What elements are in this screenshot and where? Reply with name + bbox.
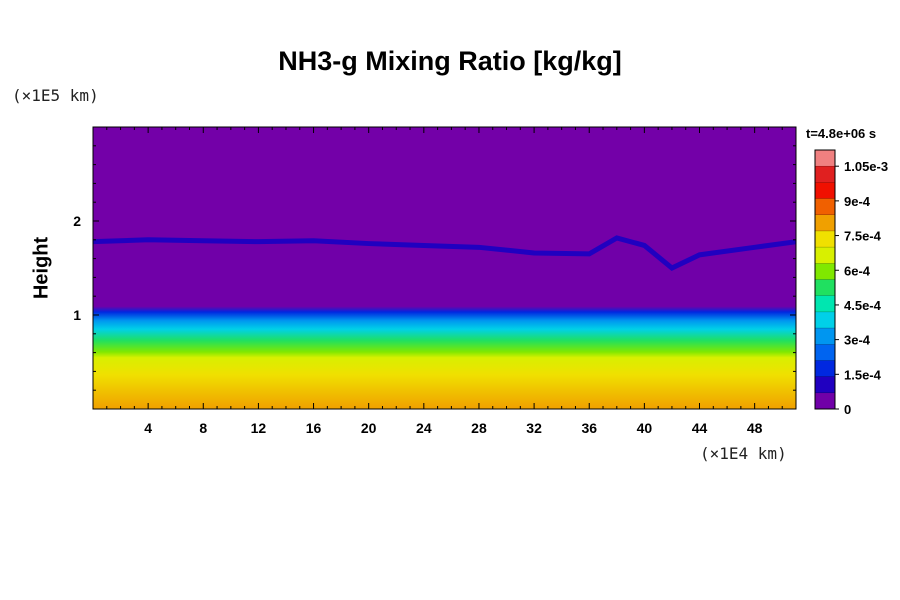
colorbar-label: 6e-4 <box>844 263 871 278</box>
plot-area <box>93 127 796 409</box>
x-tick-label: 28 <box>471 420 487 436</box>
x-tick-label: 16 <box>306 420 322 436</box>
x-tick-label: 4 <box>144 420 152 436</box>
x-tick-label: 12 <box>251 420 267 436</box>
colorbar-label: 3e-4 <box>844 333 871 348</box>
x-tick-label: 48 <box>747 420 763 436</box>
time-label: t=4.8e+06 s <box>806 126 877 141</box>
x-tick-label: 40 <box>637 420 653 436</box>
x-unit-note: (×1E4 km) <box>700 444 787 463</box>
x-tick-label: 36 <box>581 420 597 436</box>
colorbar-label: 4.5e-4 <box>844 298 882 313</box>
x-tick-label: 44 <box>692 420 708 436</box>
chart-title: NH3-g Mixing Ratio [kg/kg] <box>278 46 622 76</box>
x-tick-label: 32 <box>526 420 542 436</box>
x-tick-label: 8 <box>199 420 207 436</box>
colorbar-label: 9e-4 <box>844 194 871 209</box>
colorbar-label: 1.5e-4 <box>844 367 882 382</box>
colorbar-label: 7.5e-4 <box>844 229 882 244</box>
colorbar-label: 1.05e-3 <box>844 159 888 174</box>
x-tick-label: 20 <box>361 420 377 436</box>
y-tick-label: 2 <box>73 213 81 229</box>
y-unit-note: (×1E5 km) <box>12 86 99 105</box>
colorbar-label: 0 <box>844 402 851 417</box>
field-layer <box>93 237 796 409</box>
x-tick-label: 24 <box>416 420 432 436</box>
colorbar: 0 1.5e-4 3e-4 4.5e-4 6e-4 7.5e-4 9e-4 1.05e-3 <box>814 149 888 417</box>
y-tick-label: 1 <box>73 307 81 323</box>
plot-frame <box>92 126 797 410</box>
cloud-top-edge <box>93 235 796 271</box>
